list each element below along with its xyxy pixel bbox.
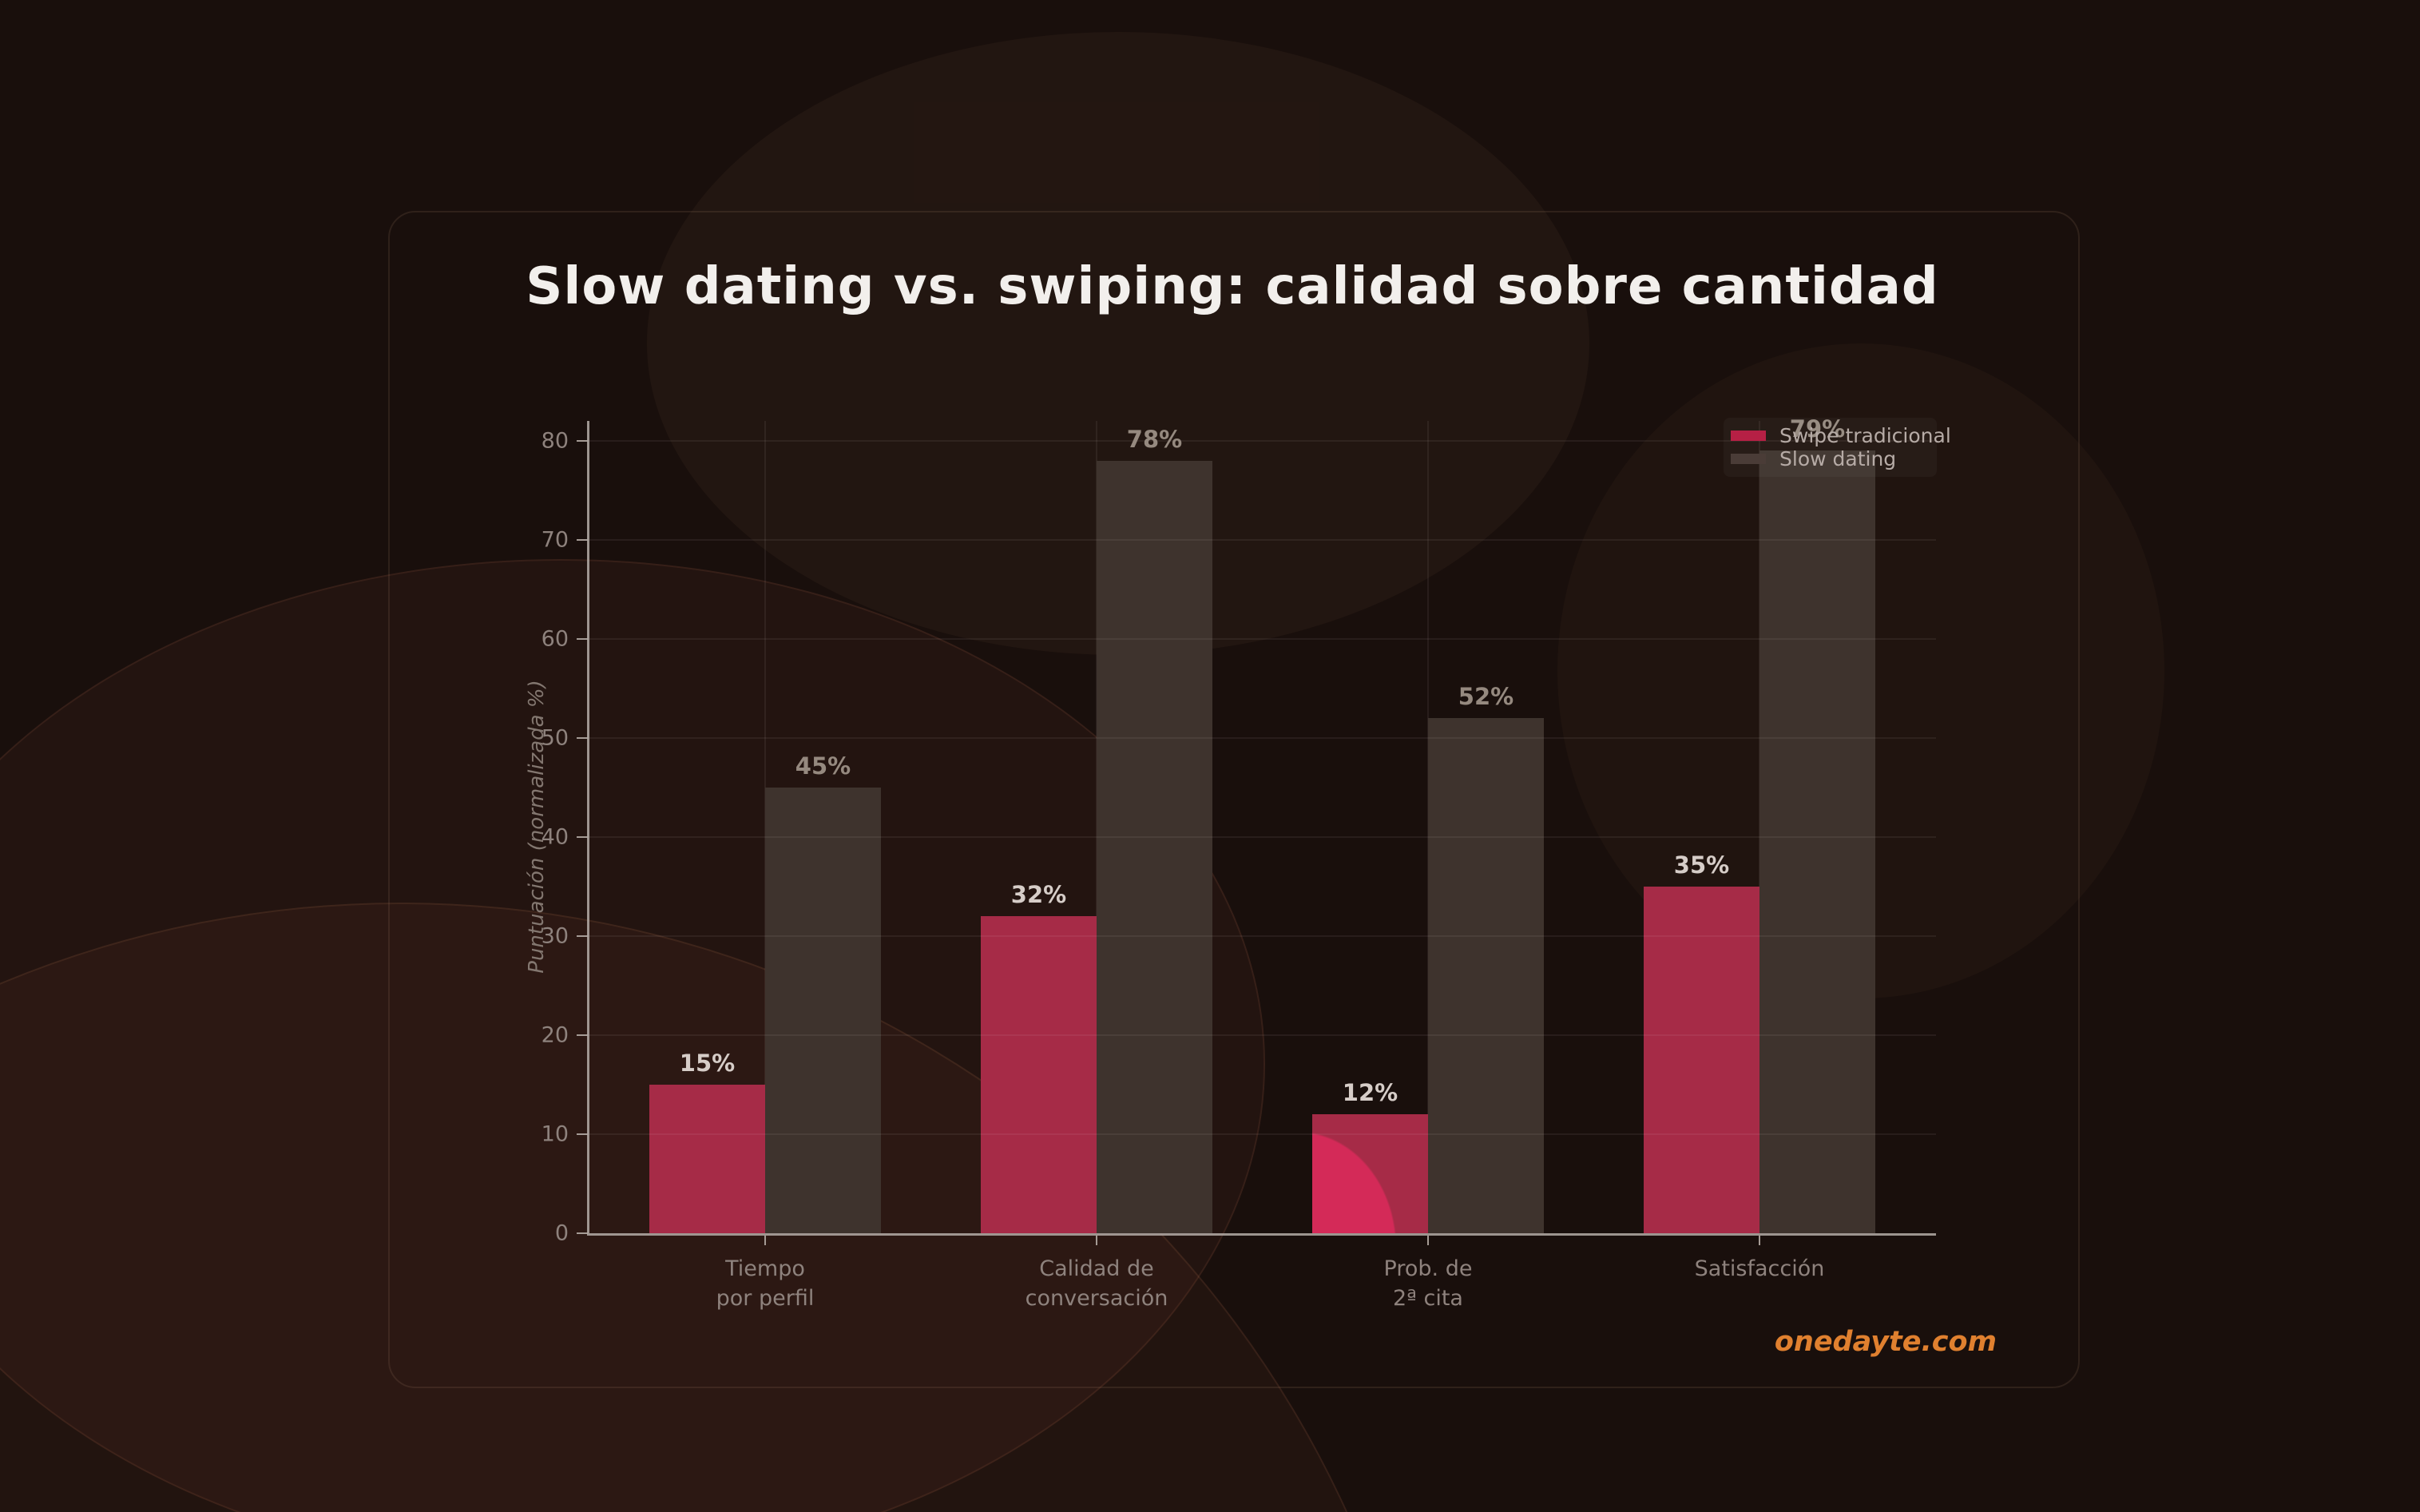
legend-item: Swipe tradicional (1731, 424, 1951, 447)
legend-item: Slow dating (1731, 447, 1937, 470)
bar-swipe-tradicional (1312, 1114, 1428, 1233)
y-tick-label: 50 (541, 725, 569, 751)
legend-swatch-slow-dating (1731, 454, 1766, 464)
y-tick-label: 20 (541, 1022, 569, 1048)
y-tick-mark (577, 935, 588, 937)
x-tick-mark (1096, 1236, 1097, 1245)
y-tick-label: 30 (541, 923, 569, 949)
y-tick-label: 70 (541, 527, 569, 553)
x-category-label: Satisfacción (1694, 1256, 1825, 1281)
y-tick-label: 60 (541, 626, 569, 652)
y-axis-title: Puntuación (normalizada %) (525, 680, 549, 974)
y-tick-mark (577, 440, 588, 442)
bar-value-label: 32% (1010, 881, 1067, 908)
bar-slow-dating (1097, 461, 1212, 1233)
y-axis-line (587, 421, 589, 1233)
bar-value-label: 45% (795, 752, 851, 780)
horizontal-gridline (589, 737, 1936, 739)
bar-swipe-tradicional (1644, 887, 1759, 1233)
bar-slow-dating (765, 788, 881, 1233)
y-tick-mark (577, 1232, 588, 1234)
bar-value-label: 78% (1126, 426, 1183, 453)
y-tick-mark (577, 737, 588, 739)
bar-value-label: 52% (1458, 683, 1514, 710)
x-axis-line (587, 1233, 1936, 1236)
x-category-label: Calidad de conversación (1025, 1256, 1168, 1311)
y-tick-mark (577, 1034, 588, 1036)
legend-swatch-swipe-tradicional (1731, 431, 1766, 441)
y-tick-label: 0 (554, 1220, 569, 1246)
bar-swipe-tradicional (649, 1085, 765, 1233)
horizontal-gridline (589, 1034, 1936, 1036)
x-tick-mark (1759, 1236, 1760, 1245)
horizontal-gridline (589, 935, 1936, 937)
bar-value-label: 15% (679, 1050, 736, 1077)
horizontal-gridline (589, 1133, 1936, 1135)
chart-title: Slow dating vs. swiping: calidad sobre c… (526, 257, 1939, 316)
legend-label: Swipe tradicional (1779, 424, 1951, 447)
bar-slow-dating (1759, 450, 1875, 1233)
x-category-label: Tiempo por perfil (716, 1256, 815, 1311)
y-tick-mark (577, 836, 588, 838)
horizontal-gridline (589, 440, 1936, 442)
horizontal-gridline (589, 836, 1936, 838)
y-tick-mark (577, 638, 588, 640)
bar-slow-dating (1428, 718, 1544, 1233)
y-tick-mark (577, 539, 588, 541)
horizontal-gridline (589, 539, 1936, 541)
x-tick-mark (1427, 1236, 1429, 1245)
y-tick-mark (577, 1133, 588, 1135)
legend: Swipe tradicional Slow dating (1724, 418, 1951, 477)
y-tick-label: 80 (541, 428, 569, 454)
y-tick-label: 10 (541, 1121, 569, 1147)
horizontal-gridline (589, 638, 1936, 640)
bar-value-label: 12% (1342, 1079, 1398, 1106)
bar-value-label: 35% (1673, 851, 1730, 879)
watermark-link[interactable]: onedayte.com (1774, 1326, 1997, 1358)
x-tick-mark (764, 1236, 766, 1245)
legend-label: Slow dating (1779, 447, 1897, 470)
bar-swipe-tradicional (981, 916, 1097, 1233)
y-tick-label: 40 (541, 824, 569, 850)
x-category-label: Prob. de 2ª cita (1383, 1256, 1473, 1311)
bar-value-label: 79% (1789, 415, 1846, 442)
chart-card (388, 211, 2080, 1388)
